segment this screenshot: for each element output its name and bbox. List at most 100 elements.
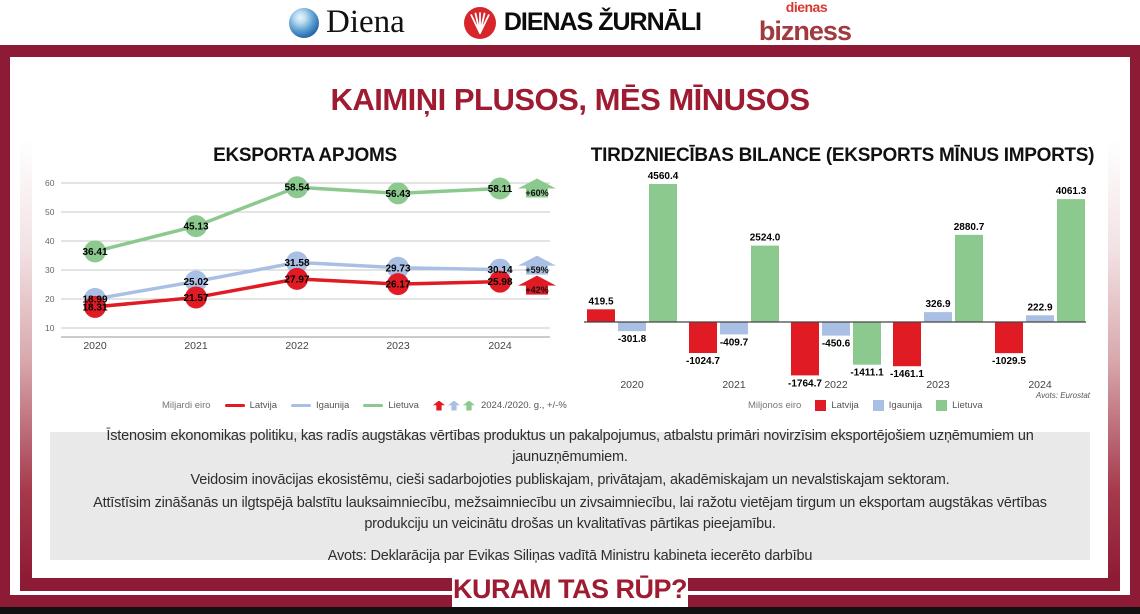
y-tick-label: 10 — [45, 323, 55, 333]
bar-value-label: 2880.7 — [954, 222, 985, 233]
trend-arrow-latvija — [518, 275, 556, 295]
trend-change-label: +60% — [525, 188, 548, 198]
policy-line: Attīstīsim zināšanās un ilgtspējā balstī… — [93, 494, 1047, 532]
masthead: Diena DIENAS ŽURNĀLI dienas bizness — [0, 0, 1140, 45]
bar-latvija — [689, 322, 717, 354]
x-tick-label: 2021 — [184, 340, 208, 352]
y-tick-label: 50 — [45, 207, 55, 217]
bar-value-label: 419.5 — [588, 296, 613, 307]
legend-label: Latvija — [249, 400, 278, 411]
bar-igaunija — [924, 312, 952, 322]
bar-value-label: 222.9 — [1027, 302, 1052, 313]
line-swatch-lietuva — [363, 404, 384, 407]
point-label: 58.54 — [284, 183, 309, 194]
bar-latvija — [587, 309, 615, 322]
data-point-latvija — [387, 273, 409, 296]
page-title: KAIMIŅI PLUSOS, MĒS MĪNUSOS — [330, 82, 810, 117]
point-label: 21.57 — [183, 293, 208, 304]
footer-stripe — [688, 595, 1140, 607]
policy-line: Veidosim inovācijas ekosistēmu, cieši sa… — [190, 471, 950, 488]
point-label: 30.14 — [487, 265, 512, 276]
data-point-lietuva — [489, 177, 511, 200]
bar-value-label: -409.7 — [720, 337, 749, 348]
up-arrow-icon-blue — [447, 400, 460, 411]
footer-question: KURAM TAS RŪP? — [453, 574, 687, 604]
bar-value-label: -1029.5 — [992, 356, 1026, 367]
data-point-lietuva — [84, 240, 106, 263]
bar-value-label: 2524.0 — [750, 233, 781, 244]
policy-source: Avots: Deklarācija par Evikas Siliņas va… — [327, 547, 813, 564]
bizness-wordmark-top: dienas — [785, 0, 828, 15]
y-tick-label: 30 — [45, 265, 55, 275]
point-label: 58.11 — [488, 184, 513, 195]
legend-label: Igaunija — [888, 400, 923, 411]
bar-latvija — [893, 322, 921, 367]
point-label: 27.97 — [284, 274, 309, 285]
legend-label: Igaunija — [316, 400, 350, 411]
bar-value-label: -450.6 — [822, 339, 851, 350]
globe-icon — [289, 7, 320, 38]
legend-label: Latvija — [831, 400, 859, 411]
footer-stripe — [688, 578, 1120, 591]
line-swatch-latvija — [224, 404, 245, 407]
footer-stripe — [20, 578, 452, 591]
dienas-zurnali-wordmark: DIENAS ŽURNĀLI — [503, 8, 702, 36]
bar-igaunija — [1026, 315, 1054, 322]
trend-arrow-lietuva — [518, 178, 556, 198]
x-tick-label: 2024 — [1028, 379, 1052, 391]
data-point-latvija — [489, 270, 511, 293]
bar-lietuva — [751, 245, 779, 322]
bar-latvija — [791, 322, 819, 376]
point-label: 56.43 — [385, 189, 410, 200]
bar-latvija — [995, 322, 1023, 354]
bar-value-label: 4061.3 — [1056, 186, 1087, 197]
bar-value-label: -1764.7 — [788, 378, 822, 389]
line-swatch-igaunija — [291, 404, 312, 407]
x-tick-label: 2020 — [83, 340, 107, 352]
legend-item-latvija: Latvija — [815, 400, 859, 411]
bar-chart-legend: Miljonos eiro Latvija Igaunija Lietuva — [748, 400, 983, 411]
bar-igaunija — [720, 322, 748, 335]
legend-item-latvija: Latvija — [224, 400, 278, 411]
diena-logo: Diena — [289, 6, 405, 39]
frame-left-border — [0, 45, 10, 607]
unit-label: Miljardi eiro — [162, 400, 211, 411]
bar-lietuva — [955, 234, 983, 322]
policy-text-box: Īstenosim ekonomikas politiku, kas radīs… — [50, 428, 1090, 564]
legend-label: Lietuva — [952, 400, 983, 411]
policy-line: Īstenosim ekonomikas politiku, kas radīs… — [106, 427, 1034, 465]
point-label: 18.31 — [82, 302, 107, 313]
source-note: Avots: Eurostat — [1035, 391, 1091, 400]
data-point-latvija — [286, 267, 308, 290]
bar-lietuva — [1057, 199, 1085, 322]
legend-item-igaunija: Igaunija — [872, 400, 923, 411]
data-point-igaunija — [387, 256, 409, 279]
gradient-bar-left — [20, 140, 32, 578]
point-label: 25.98 — [487, 277, 512, 288]
square-swatch-igaunija — [872, 400, 884, 411]
bar-chart-title: TIRDZNIECĪBAS BILANCE (EKSPORTS MĪNUS IM… — [590, 145, 1095, 166]
square-swatch-lietuva — [936, 400, 948, 411]
dienas-zurnali-logo: DIENAS ŽURNĀLI — [463, 6, 702, 40]
bar-value-label: -1411.1 — [850, 368, 884, 379]
bar-value-label: 326.9 — [925, 299, 950, 310]
data-point-lietuva — [185, 215, 207, 238]
x-tick-label: 2023 — [386, 340, 410, 352]
point-label: 36.41 — [82, 247, 107, 258]
data-point-latvija — [185, 286, 207, 309]
bar-value-label: 4560.4 — [648, 171, 679, 182]
point-label: 29.73 — [385, 263, 410, 274]
point-label: 31.58 — [284, 258, 309, 269]
bar-igaunija — [618, 322, 646, 332]
data-point-lietuva — [286, 176, 308, 199]
trend-change-label: +59% — [525, 265, 548, 275]
x-tick-label: 2022 — [285, 340, 309, 352]
x-tick-label: 2021 — [722, 379, 746, 391]
bar-lietuva — [649, 184, 677, 322]
legend-item-lietuva: Lietuva — [936, 400, 983, 411]
trend-arrow-igaunija — [518, 255, 556, 275]
point-label: 18.99 — [82, 294, 107, 305]
y-tick-label: 20 — [45, 294, 55, 304]
legend-note: 2024./2020. g., +/-% — [480, 400, 567, 411]
